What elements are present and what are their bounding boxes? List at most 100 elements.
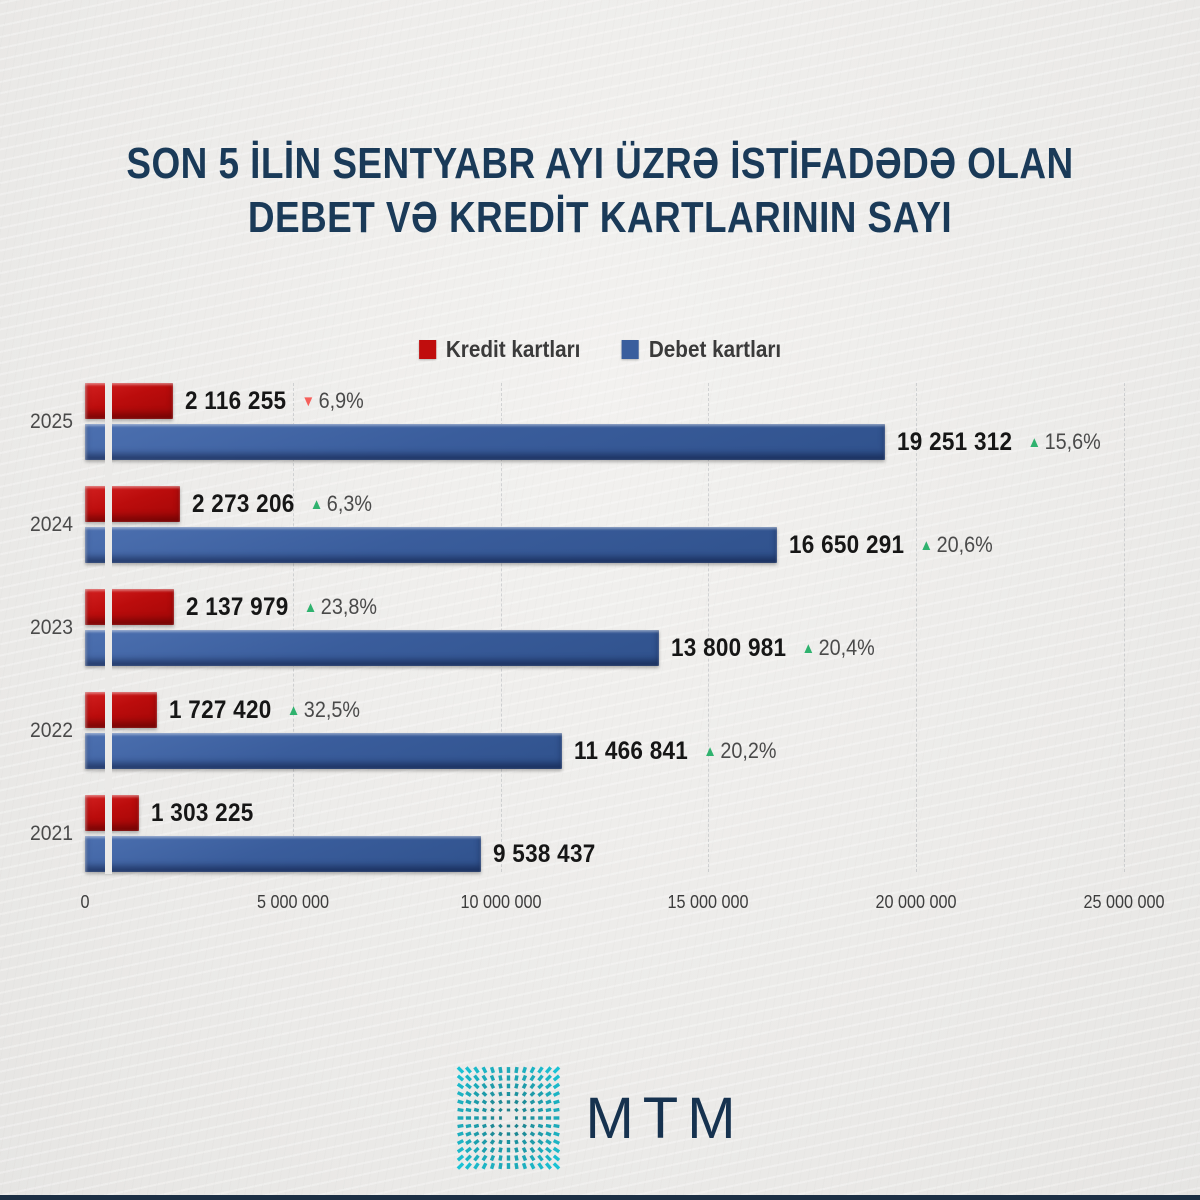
- kredit-bar-2024: [85, 486, 180, 522]
- kredit-bar-2022: [85, 692, 157, 728]
- change-indicator: ▲ 32,5%: [287, 697, 360, 723]
- kredit-value-2025: 2 116 255: [185, 386, 287, 415]
- change-indicator: ▲ 20,4%: [801, 635, 874, 661]
- chart-rows: 2025 2 116 255 ▼ 6,9% 19 251 312 ▲ 15,6% 2024 2 …: [30, 383, 1124, 872]
- year-label-2022: 2022: [30, 718, 73, 742]
- bar-row: 16 650 291 ▲ 20,6%: [85, 527, 1124, 563]
- triangle-up-icon: ▲: [309, 495, 323, 513]
- chart-legend: Kredit kartları Debet kartları: [60, 336, 1140, 363]
- percent-change: 6,9%: [318, 388, 364, 413]
- value-group: 19 251 312 ▲ 15,6%: [897, 428, 1101, 457]
- percent-change: 20,2%: [719, 738, 777, 763]
- legend-label-kredit: Kredit kartları: [445, 336, 581, 362]
- x-axis: 0 5 000 000 10 000 000 15 000 000 20 000 000…: [80, 892, 1164, 918]
- debet-bar-2022: [85, 733, 562, 769]
- page-title-line1: SON 5 İLİN SENTYABR AYI ÜZRƏ İSTİFADƏDƏ …: [126, 139, 1074, 189]
- zero-axis-line: [105, 381, 112, 874]
- x-tick: 15 000 000: [667, 892, 749, 912]
- bar-row: 11 466 841 ▲ 20,2%: [85, 733, 1124, 769]
- chart-group-2024: 2024 2 273 206 ▲ 6,3% 16 650 291 ▲ 20,6%: [30, 486, 1124, 563]
- triangle-up-icon: ▲: [303, 598, 318, 616]
- year-label-2025: 2025: [30, 409, 73, 433]
- page-title-line2: DEBET VƏ KREDİT KARTLARININ SAYI: [247, 193, 953, 243]
- debet-bar-2024: [85, 527, 777, 563]
- value-group: 9 538 437: [493, 840, 596, 869]
- percent-change: 20,4%: [818, 635, 875, 660]
- bar-row: 1 727 420 ▲ 32,5%: [85, 692, 1124, 728]
- year-label-2023: 2023: [30, 615, 73, 639]
- percent-change: 32,5%: [303, 697, 360, 722]
- triangle-up-icon: ▲: [919, 536, 933, 554]
- kredit-value-2023: 2 137 979: [185, 592, 289, 621]
- debet-bar-2021: [85, 836, 482, 872]
- chart-group-2025: 2025 2 116 255 ▼ 6,9% 19 251 312 ▲ 15,6%: [30, 383, 1124, 460]
- triangle-up-icon: ▲: [702, 742, 717, 760]
- x-tick: 25 000 000: [1083, 892, 1165, 912]
- chart-group-2021: 2021 1 303 225 9 538 437: [30, 795, 1124, 872]
- bar-row: 2 116 255 ▼ 6,9%: [85, 383, 1124, 419]
- year-label-2021: 2021: [30, 821, 73, 845]
- change-indicator: ▲ 20,6%: [920, 532, 993, 558]
- bar-chart: 2025 2 116 255 ▼ 6,9% 19 251 312 ▲ 15,6% 2024 2 …: [30, 381, 1165, 912]
- triangle-up-icon: ▲: [801, 639, 815, 657]
- value-group: 2 273 206 ▲ 6,3%: [192, 490, 372, 519]
- value-group: 1 303 225: [151, 799, 254, 828]
- gridline: [1124, 383, 1125, 872]
- legend-label-debet: Debet kartları: [648, 336, 782, 362]
- value-group: 1 727 420 ▲ 32,5%: [169, 696, 360, 725]
- debet-value-2023: 13 800 981: [670, 633, 786, 662]
- change-indicator: ▼ 6,9%: [302, 388, 364, 414]
- change-indicator: ▲ 20,2%: [703, 738, 776, 764]
- percent-change: 23,8%: [320, 594, 377, 619]
- value-group: 2 137 979 ▲ 23,8%: [186, 593, 377, 622]
- value-group: 11 466 841 ▲ 20,2%: [574, 737, 777, 766]
- mtm-starburst-logo-icon: [456, 1066, 561, 1170]
- chart-group-2022: 2022 1 727 420 ▲ 32,5% 11 466 841 ▲ 20,2%: [30, 692, 1124, 769]
- triangle-up-icon: ▲: [286, 701, 300, 719]
- bar-row: 2 273 206 ▲ 6,3%: [85, 486, 1124, 522]
- debet-value-2025: 19 251 312: [897, 427, 1013, 456]
- x-tick: 5 000 000: [256, 892, 329, 912]
- bar-row: 13 800 981 ▲ 20,4%: [85, 630, 1124, 666]
- legend-item-kredit: Kredit kartları: [418, 336, 581, 363]
- x-tick: 20 000 000: [875, 892, 957, 912]
- mtm-logo-text: MTM: [585, 1085, 745, 1151]
- triangle-down-icon: ▼: [301, 392, 315, 410]
- kredit-value-2022: 1 727 420: [168, 695, 272, 724]
- legend-item-debet: Debet kartları: [621, 336, 782, 363]
- chart-group-2023: 2023 2 137 979 ▲ 23,8% 13 800 981 ▲ 20,4%: [30, 589, 1124, 666]
- kredit-bar-2021: [85, 795, 140, 831]
- debet-value-2021: 9 538 437: [493, 839, 596, 868]
- kredit-bar-2023: [85, 589, 174, 625]
- debet-swatch-icon: [621, 340, 639, 359]
- page-title: SON 5 İLİN SENTYABR AYI ÜZRƏ İSTİFADƏDƏ …: [0, 137, 1200, 244]
- change-indicator: ▲ 23,8%: [304, 594, 377, 620]
- bar-row: 1 303 225: [85, 795, 1124, 831]
- percent-change: 15,6%: [1044, 429, 1101, 454]
- x-tick: 10 000 000: [460, 892, 542, 912]
- year-label-2024: 2024: [30, 512, 73, 536]
- bar-row: 19 251 312 ▲ 15,6%: [85, 424, 1124, 460]
- debet-value-2024: 16 650 291: [789, 530, 905, 559]
- value-group: 16 650 291 ▲ 20,6%: [789, 531, 993, 560]
- kredit-swatch-icon: [418, 340, 436, 359]
- value-group: 2 116 255 ▼ 6,9%: [185, 387, 364, 416]
- bottom-accent-bar: [0, 1195, 1200, 1200]
- value-group: 13 800 981 ▲ 20,4%: [671, 634, 875, 663]
- change-indicator: ▲ 6,3%: [309, 491, 371, 517]
- bar-row: 2 137 979 ▲ 23,8%: [85, 589, 1124, 625]
- kredit-bar-2025: [85, 383, 173, 419]
- kredit-value-2021: 1 303 225: [151, 798, 254, 827]
- percent-change: 6,3%: [326, 491, 372, 516]
- debet-bar-2023: [85, 630, 659, 666]
- percent-change: 20,6%: [936, 532, 993, 557]
- x-tick: 0: [80, 892, 90, 912]
- debet-bar-2025: [85, 424, 886, 460]
- bar-row: 9 538 437: [85, 836, 1124, 872]
- change-indicator: ▲ 15,6%: [1028, 429, 1101, 455]
- footer-logo: MTM: [455, 1062, 744, 1174]
- triangle-up-icon: ▲: [1027, 433, 1042, 451]
- kredit-value-2024: 2 273 206: [191, 489, 295, 518]
- debet-value-2022: 11 466 841: [573, 736, 688, 765]
